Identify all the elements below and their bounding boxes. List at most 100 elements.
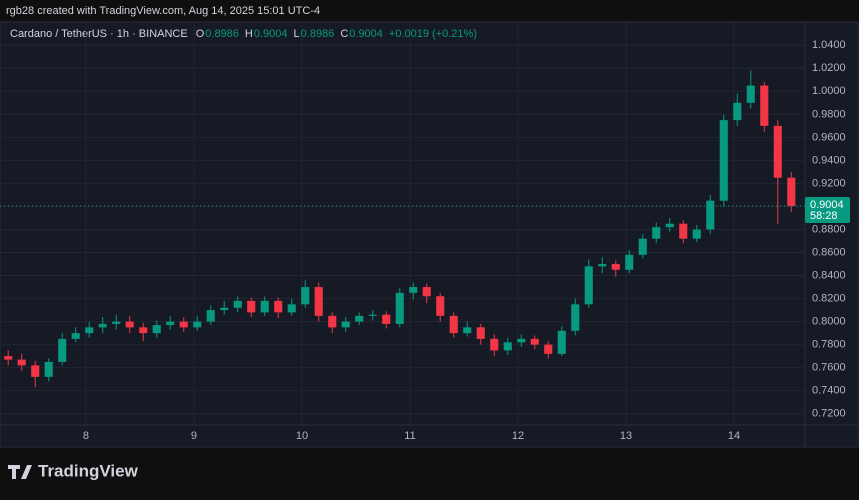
candle-body [382, 314, 391, 324]
ohlc-value: 0.9004 [254, 28, 288, 40]
candle-body [679, 223, 688, 239]
logo-icon [8, 465, 32, 479]
candle-body [152, 325, 161, 334]
candle-body [31, 365, 40, 377]
y-tick-label: 0.9200 [812, 177, 846, 189]
last-price-badge [805, 196, 850, 223]
candle-body [98, 323, 107, 328]
candle-body [179, 321, 188, 328]
candle-body [625, 254, 634, 270]
candle-body [760, 85, 769, 126]
ohlc-value: 0.9004 [349, 28, 383, 40]
y-tick-label: 0.7800 [812, 339, 846, 351]
candle-body [719, 120, 728, 201]
candle-body [314, 287, 323, 316]
candle-body [584, 266, 593, 305]
candle-body [4, 356, 13, 360]
x-tick-label: 12 [512, 430, 524, 442]
candle-body [746, 85, 755, 103]
logo: TradingView [8, 461, 139, 480]
candle-body [301, 287, 310, 305]
candle-body [787, 177, 796, 206]
y-tick-label: 0.7400 [812, 385, 846, 397]
candle-body [598, 264, 607, 267]
change: +0.0019 (+0.21%) [389, 28, 477, 40]
y-tick-label: 0.8400 [812, 269, 846, 281]
chart-pane [0, 21, 859, 448]
y-tick-label: 0.7600 [812, 362, 846, 374]
candle-body [71, 333, 80, 339]
candle-body [544, 344, 553, 354]
candle-body [706, 200, 715, 230]
ohlc-letter: O [196, 28, 205, 40]
candle-body [260, 300, 269, 313]
candle-body [139, 327, 148, 334]
candle-body [328, 315, 337, 328]
candle-body [571, 304, 580, 331]
candle-body [355, 315, 364, 322]
candle-body [206, 310, 215, 322]
candle-body [436, 296, 445, 316]
x-tick-label: 8 [83, 430, 89, 442]
candle-body [490, 338, 499, 351]
x-tick-label: 9 [191, 430, 197, 442]
candle-body [503, 342, 512, 351]
candle-body [220, 307, 229, 311]
y-tick-label: 1.0000 [812, 85, 846, 97]
candle-body [692, 229, 701, 239]
y-tick-label: 0.8000 [812, 316, 846, 328]
attribution: rgb28 created with TradingView.com, Aug … [6, 5, 320, 17]
candle-body [166, 321, 175, 326]
candle-body [652, 227, 661, 239]
y-tick-label: 0.7200 [812, 408, 846, 420]
candle-body [17, 359, 26, 366]
candle-body [463, 327, 472, 334]
candle-body [773, 125, 782, 178]
x-tick-label: 13 [620, 430, 632, 442]
plot [0, 22, 805, 425]
candle-body [449, 315, 458, 334]
candle-body [341, 321, 350, 328]
chart-title: Cardano / TetherUS · 1h · BINANCE [10, 28, 188, 40]
y-tick-label: 0.9800 [812, 108, 846, 120]
candle-body [193, 321, 202, 328]
candle-body [85, 327, 94, 334]
candle-body [476, 327, 485, 339]
ohlc-value: 0.8986 [301, 28, 335, 40]
x-tick-label: 11 [404, 430, 415, 442]
candle-body [368, 314, 377, 316]
candle-body [530, 338, 539, 345]
y-tick-label: 0.9400 [812, 154, 846, 166]
candle-body [233, 300, 242, 308]
candle-body [733, 102, 742, 121]
candle-body [58, 338, 67, 362]
logo-text: TradingView [38, 461, 139, 480]
y-tick-label: 0.8200 [812, 292, 846, 304]
candle-body [125, 321, 134, 328]
y-tick-label: 0.9600 [812, 131, 846, 143]
y-tick-label: 0.8800 [812, 223, 846, 235]
candle-body [409, 287, 418, 293]
ohlc-value: 0.8986 [205, 28, 239, 40]
y-tick-label: 0.8600 [812, 246, 846, 258]
candle-body [395, 292, 404, 324]
candle-body [274, 300, 283, 313]
ohlc-letter: C [340, 28, 348, 40]
x-tick-label: 10 [296, 430, 308, 442]
candle-body [557, 330, 566, 354]
countdown: 58:28 [810, 210, 838, 222]
candle-body [287, 304, 296, 313]
candle-body [611, 264, 620, 270]
ohlc-letter: H [245, 28, 253, 40]
candle-body [422, 287, 431, 297]
candle-body [638, 238, 647, 255]
candle-body [44, 361, 53, 377]
candle-body [247, 300, 256, 313]
last-price-label: 0.9004 [810, 199, 844, 211]
candle-body [665, 223, 674, 228]
candle-body [517, 338, 526, 343]
y-tick-label: 1.0200 [812, 62, 846, 74]
x-tick-label: 14 [728, 430, 740, 442]
ohlc-letter: L [294, 28, 300, 40]
